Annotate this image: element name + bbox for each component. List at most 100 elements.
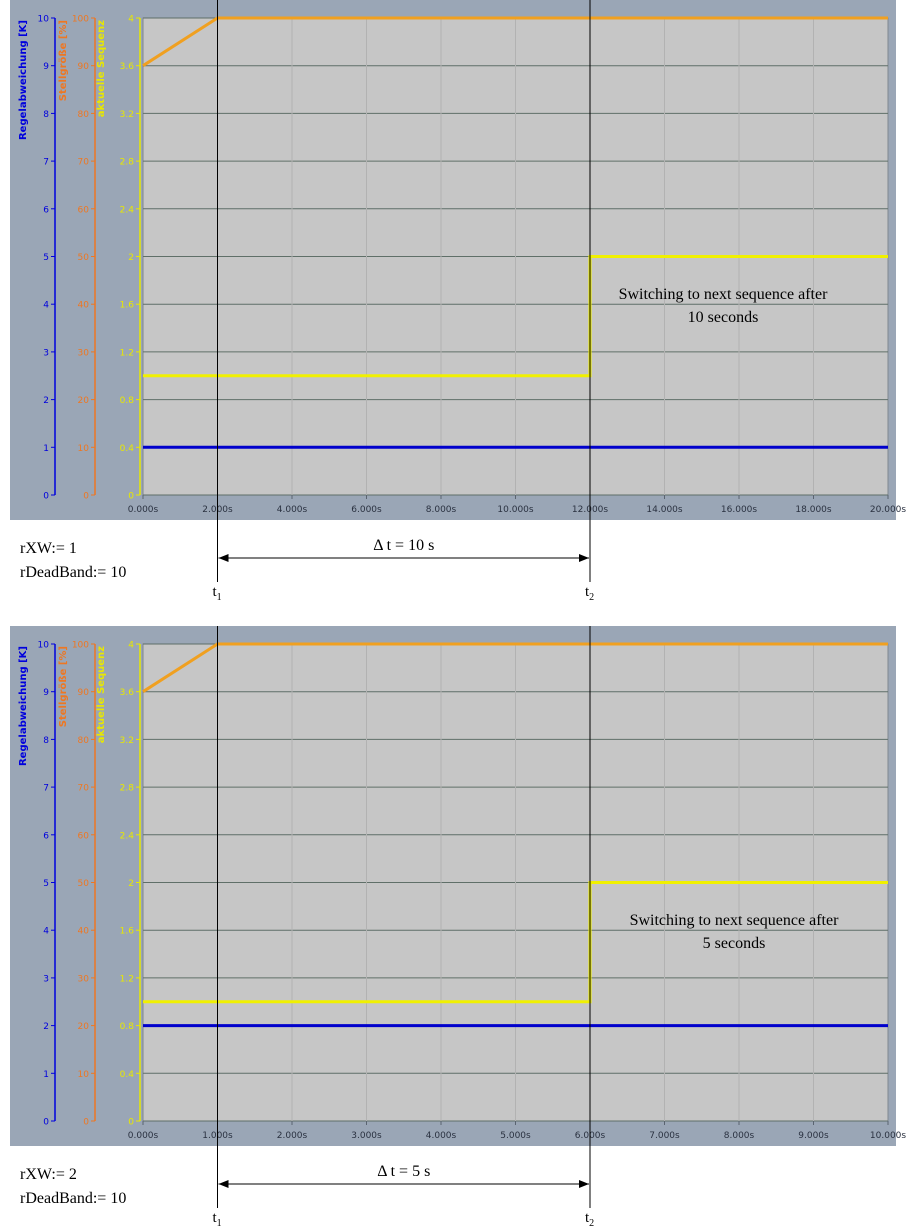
x-axis-tick-label: 7.000s xyxy=(649,1131,680,1141)
time-label-subscript: 1 xyxy=(217,1218,222,1226)
x-axis-tick-label: 8.000s xyxy=(426,505,457,515)
y-axis-tick-label: 3 xyxy=(43,348,49,358)
y-axis-tick-label: 70 xyxy=(78,784,90,794)
x-axis-tick-label: 8.000s xyxy=(724,1131,755,1141)
annotation-line-1: Switching to next sequence after xyxy=(630,912,839,929)
delta-label: Δ t = 10 s xyxy=(373,537,434,554)
y-axis-tick-label: 2 xyxy=(128,879,134,889)
y-axis-tick-label: 2.4 xyxy=(120,205,135,215)
x-axis-tick-label: 20.000s xyxy=(870,505,906,515)
y-axis-tick-label: 5 xyxy=(43,879,49,889)
y-axis-tick-label: 1.6 xyxy=(120,301,135,311)
delta-label: Δ t = 5 s xyxy=(377,1163,430,1180)
y-axis-tick-label: 30 xyxy=(78,974,90,984)
y-axis-tick-label: 3.6 xyxy=(120,62,135,72)
y-axis-tick-label: 0.4 xyxy=(120,1070,135,1080)
y-axis-tick-label: 5 xyxy=(43,253,49,263)
annotation-line-1: Switching to next sequence after xyxy=(619,286,828,303)
y-axis-tick-label: 2.4 xyxy=(120,831,135,841)
time-label-base: t xyxy=(213,584,218,600)
y-axis-tick-label: 20 xyxy=(78,396,90,406)
y-axis-tick-label: 1.2 xyxy=(120,348,134,358)
x-axis-tick-label: 6.000s xyxy=(351,505,382,515)
y-axis-tick-label: 4 xyxy=(128,15,134,25)
y-axis-tick-label: 2.8 xyxy=(120,158,135,168)
y-axis-tick-label: 1.2 xyxy=(120,974,134,984)
y-axis-tick-label: 40 xyxy=(78,927,90,937)
y-axis-tick-label: 0 xyxy=(83,492,89,502)
param-label-rdeadband: rDeadBand:= 10 xyxy=(20,564,126,581)
x-axis-tick-label: 2.000s xyxy=(277,1131,308,1141)
x-axis-tick-label: 0.000s xyxy=(128,505,159,515)
x-axis-tick-label: 3.000s xyxy=(351,1131,382,1141)
y-axis-tick-label: 3.6 xyxy=(120,688,135,698)
y-axis-tick-label: 1 xyxy=(43,1070,49,1080)
x-axis-tick-label: 10.000s xyxy=(870,1131,906,1141)
x-axis-tick-label: 9.000s xyxy=(798,1131,829,1141)
y-axis-tick-label: 2 xyxy=(128,253,134,263)
x-axis-tick-label: 10.000s xyxy=(497,505,533,515)
y-axis-tick-label: 60 xyxy=(78,205,90,215)
y-axis-tick-label: 100 xyxy=(72,641,89,651)
y-axis-tick-label: 1.6 xyxy=(120,927,135,937)
chart-panel-1: 0 1 2 3 4 5 6 7 8 9 10 Regelabweichung [K] 0 10 20 30 40… xyxy=(0,0,907,610)
y-axis-tick-label: 0 xyxy=(128,1118,134,1128)
delta-arrow-head-right xyxy=(579,1180,589,1188)
y-axis-tick-label: 10 xyxy=(78,1070,90,1080)
x-axis-tick-label: 5.000s xyxy=(500,1131,531,1141)
y-axis-tick-label: 4 xyxy=(43,301,49,311)
y-axis-tick-label: 20 xyxy=(78,1022,90,1032)
y-axis-title-2: Stellgröße [%] xyxy=(58,20,69,101)
y-axis-title-1: Regelabweichung [K] xyxy=(18,20,29,140)
y-axis-tick-label: 0.8 xyxy=(120,396,135,406)
y-axis-title-2: Stellgröße [%] xyxy=(58,646,69,727)
y-axis-tick-label: 10 xyxy=(78,444,90,454)
x-axis-tick-label: 16.000s xyxy=(721,505,757,515)
y-axis-tick-label: 10 xyxy=(38,641,50,651)
time-label-subscript: 2 xyxy=(589,1218,594,1226)
param-label-rxw: rXW:= 1 xyxy=(20,540,77,557)
y-axis-tick-label: 100 xyxy=(72,15,89,25)
annotation-line-2: 5 seconds xyxy=(703,935,766,952)
y-axis-tick-label: 4 xyxy=(43,927,49,937)
y-axis-tick-label: 0 xyxy=(43,492,49,502)
y-axis-title-3: aktuelle Sequenz xyxy=(96,20,107,117)
param-label-rdeadband: rDeadBand:= 10 xyxy=(20,1190,126,1207)
time-label-base: t xyxy=(585,1210,590,1226)
y-axis-tick-label: 80 xyxy=(78,110,90,120)
y-axis-tick-label: 1 xyxy=(43,444,49,454)
delta-arrow-head-left xyxy=(218,554,229,562)
y-axis-tick-label: 2 xyxy=(43,396,49,406)
y-axis-tick-label: 60 xyxy=(78,831,90,841)
y-axis-tick-label: 9 xyxy=(43,688,49,698)
y-axis-tick-label: 90 xyxy=(78,688,90,698)
y-axis-tick-label: 50 xyxy=(78,253,90,263)
chart-panel-2: 0 1 2 3 4 5 6 7 8 9 10 Regelabweichung [K] 0 10 20 30 40… xyxy=(0,626,907,1226)
x-axis-tick-label: 4.000s xyxy=(277,505,308,515)
y-axis-tick-label: 6 xyxy=(43,831,49,841)
y-axis-tick-label: 3 xyxy=(43,974,49,984)
y-axis-title-3: aktuelle Sequenz xyxy=(96,646,107,743)
y-axis-tick-label: 90 xyxy=(78,62,90,72)
time-label-t2: t2 xyxy=(585,584,594,603)
y-axis-tick-label: 6 xyxy=(43,205,49,215)
x-axis-tick-label: 18.000s xyxy=(795,505,831,515)
y-axis-tick-label: 3.2 xyxy=(120,110,134,120)
y-axis-tick-label: 10 xyxy=(38,15,50,25)
y-axis-tick-label: 0 xyxy=(43,1118,49,1128)
y-axis-tick-label: 7 xyxy=(43,158,49,168)
y-axis-tick-label: 2 xyxy=(43,1022,49,1032)
time-label-t1: t1 xyxy=(213,1210,222,1226)
y-axis-title-1: Regelabweichung [K] xyxy=(18,646,29,766)
y-axis-tick-label: 2.8 xyxy=(120,784,135,794)
y-axis-tick-label: 30 xyxy=(78,348,90,358)
y-axis-tick-label: 8 xyxy=(43,736,49,746)
x-axis-tick-label: 4.000s xyxy=(426,1131,457,1141)
annotation-line-2: 10 seconds xyxy=(688,309,759,326)
time-label-t2: t2 xyxy=(585,1210,594,1226)
y-axis-tick-label: 50 xyxy=(78,879,90,889)
y-axis-tick-label: 4 xyxy=(128,641,134,651)
time-label-t1: t1 xyxy=(213,584,222,603)
time-label-base: t xyxy=(213,1210,218,1226)
